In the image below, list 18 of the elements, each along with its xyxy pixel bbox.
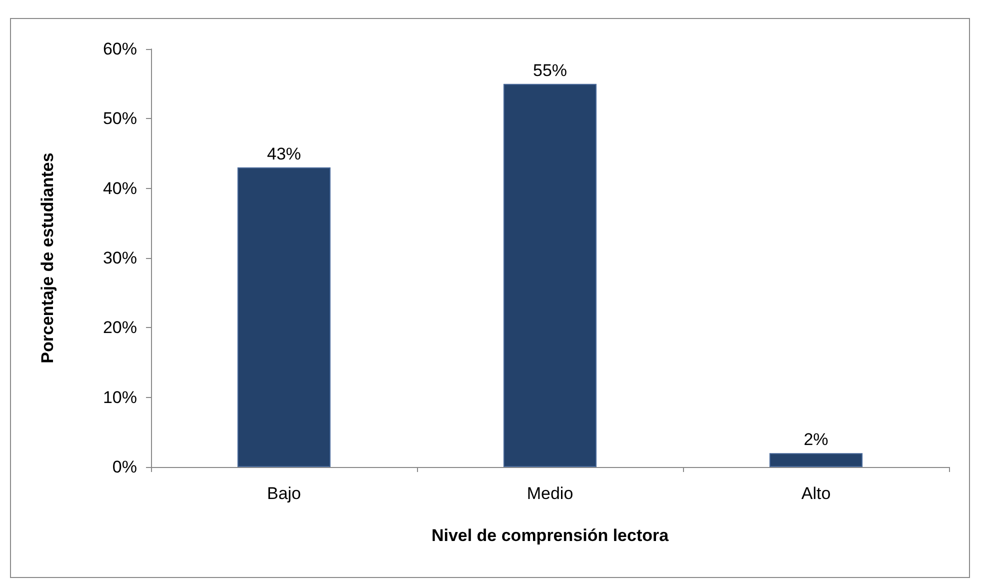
y-tick-label: 30% [102,248,137,268]
y-axis-title: Porcentaje de estudiantes [38,152,57,364]
x-tick-label: Alto [801,484,831,503]
data-label: 43% [266,144,302,164]
y-tick-label: 40% [102,178,137,198]
bar [237,167,331,467]
data-label: 55% [532,60,568,80]
y-tick-label: 20% [102,318,137,338]
bar [503,84,597,467]
bar [769,453,863,467]
x-tick-label: Bajo [266,484,302,503]
x-axis-title: Nivel de comprensión lectora [431,526,670,545]
data-label: 2% [804,430,828,450]
y-tick-label: 0% [112,458,137,476]
y-tick-label: 50% [102,109,137,128]
y-tick-label: 10% [102,388,137,407]
x-tick-label: Medio [526,484,574,503]
y-tick-label: 60% [102,40,137,58]
